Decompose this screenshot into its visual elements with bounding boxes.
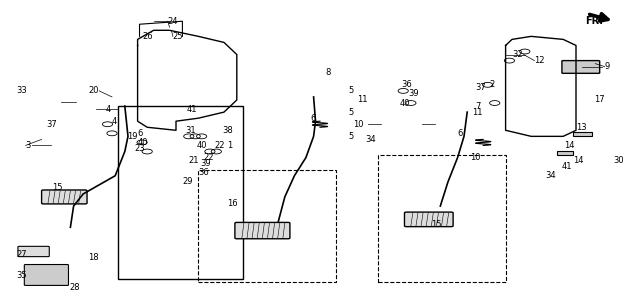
Text: FR.: FR.: [586, 16, 604, 26]
Text: 6: 6: [310, 114, 316, 123]
Text: 32: 32: [512, 50, 523, 59]
FancyBboxPatch shape: [24, 265, 68, 285]
Text: 15: 15: [431, 220, 441, 229]
Text: 36: 36: [198, 168, 209, 177]
Text: 41: 41: [562, 162, 572, 171]
Text: 35: 35: [16, 271, 27, 280]
Text: 33: 33: [16, 86, 27, 95]
FancyBboxPatch shape: [18, 246, 49, 257]
Text: 39: 39: [200, 159, 211, 168]
Text: 10: 10: [470, 153, 481, 162]
Text: 11: 11: [472, 108, 483, 117]
Text: 28: 28: [69, 283, 80, 292]
Bar: [557, 151, 573, 155]
Text: 30: 30: [613, 156, 624, 165]
Text: 40: 40: [138, 138, 148, 147]
Text: 25: 25: [173, 32, 183, 41]
Text: 20: 20: [88, 86, 99, 95]
Text: 11: 11: [357, 95, 367, 105]
Bar: [573, 132, 592, 136]
Text: 9: 9: [605, 62, 610, 71]
Text: 34: 34: [365, 135, 376, 144]
Bar: [198, 170, 336, 282]
Text: 12: 12: [534, 56, 545, 65]
Text: 14: 14: [573, 156, 583, 165]
Text: 7: 7: [475, 102, 480, 111]
Text: 18: 18: [88, 253, 99, 262]
FancyBboxPatch shape: [404, 212, 453, 227]
Text: 39: 39: [408, 89, 419, 98]
FancyBboxPatch shape: [562, 61, 600, 73]
Text: 37: 37: [475, 83, 486, 92]
Text: 6: 6: [458, 129, 463, 138]
Text: 23: 23: [134, 144, 145, 153]
Text: 31: 31: [186, 126, 196, 135]
Text: 40: 40: [400, 98, 410, 108]
Text: 40: 40: [197, 141, 207, 150]
Text: 3: 3: [26, 141, 31, 150]
Text: 37: 37: [46, 120, 57, 129]
Text: 27: 27: [16, 250, 27, 259]
Text: 2: 2: [490, 80, 495, 89]
Text: 21: 21: [189, 156, 199, 165]
Text: 17: 17: [594, 95, 605, 105]
Text: 14: 14: [564, 141, 575, 150]
Text: 15: 15: [52, 183, 63, 192]
Text: 26: 26: [142, 32, 153, 41]
Text: 10: 10: [353, 120, 364, 129]
FancyBboxPatch shape: [235, 222, 290, 239]
Text: 22: 22: [214, 141, 225, 150]
Text: 6: 6: [138, 129, 143, 138]
Text: 13: 13: [576, 123, 587, 132]
Text: 36: 36: [401, 80, 412, 89]
FancyBboxPatch shape: [42, 190, 87, 204]
Text: 5: 5: [349, 108, 354, 117]
Text: 19: 19: [127, 132, 137, 141]
Text: 38: 38: [223, 126, 234, 135]
Text: 22: 22: [204, 153, 214, 162]
Text: 29: 29: [182, 177, 193, 186]
Text: 16: 16: [227, 198, 238, 208]
Text: 5: 5: [349, 86, 354, 95]
Text: 41: 41: [187, 105, 197, 114]
Text: 4: 4: [112, 117, 117, 126]
Text: 34: 34: [545, 171, 556, 180]
Text: 5: 5: [349, 132, 354, 141]
Text: 8: 8: [325, 68, 330, 77]
Text: 1: 1: [227, 141, 232, 150]
Bar: [118, 106, 243, 279]
Text: 4: 4: [106, 105, 111, 114]
Text: 24: 24: [168, 17, 178, 26]
Bar: [378, 155, 506, 282]
